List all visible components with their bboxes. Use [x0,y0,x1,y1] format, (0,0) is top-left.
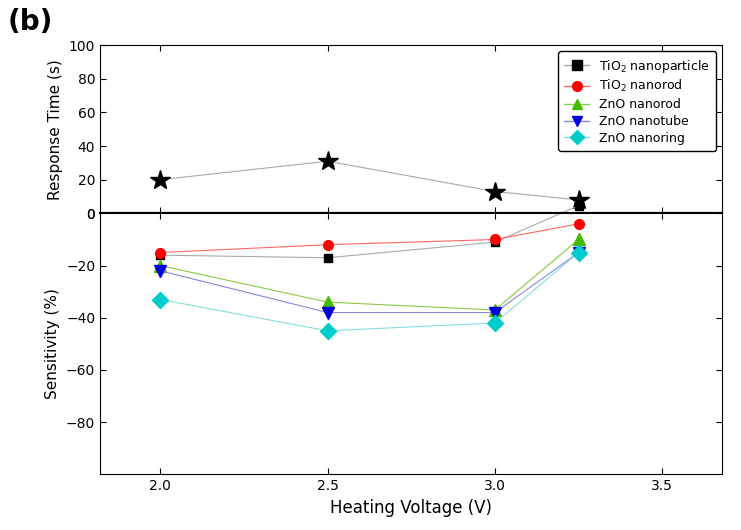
Y-axis label: Response Time (s): Response Time (s) [48,59,63,200]
Text: NH$_3$-2ppm-type A-2: NH$_3$-2ppm-type A-2 [573,50,717,69]
X-axis label: Heating Voltage (V): Heating Voltage (V) [330,499,492,517]
Legend: TiO$_2$ nanoparticle, TiO$_2$ nanorod, ZnO nanorod, ZnO nanotube, ZnO nanoring: TiO$_2$ nanoparticle, TiO$_2$ nanorod, Z… [558,51,717,151]
Y-axis label: Sensitivity (%): Sensitivity (%) [45,288,60,399]
Text: (b): (b) [7,8,53,36]
